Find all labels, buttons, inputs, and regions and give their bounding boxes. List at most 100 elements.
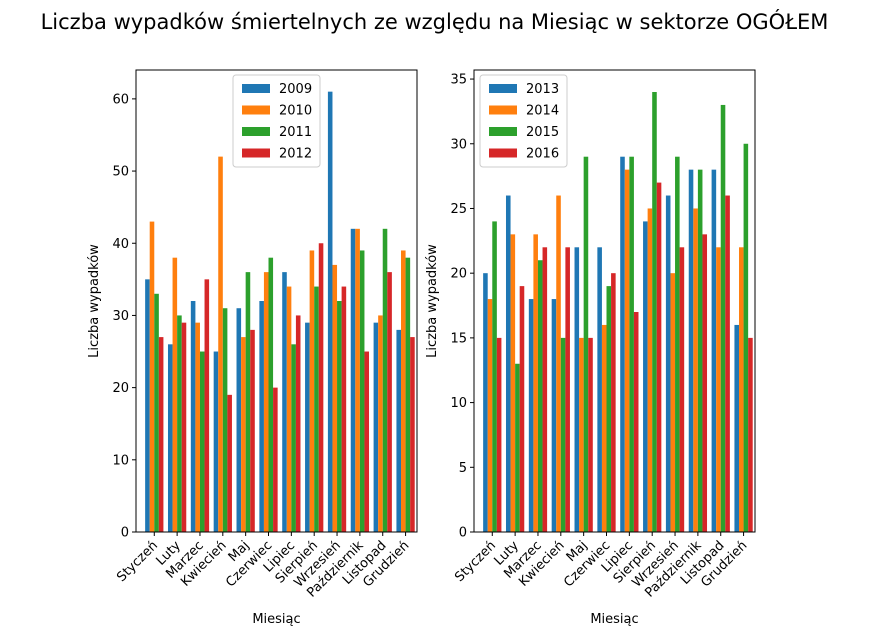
bar-2010-Lipiec: [286, 286, 292, 532]
bar-2011-Sierpień: [314, 286, 319, 532]
bar-2013-Wrzesień: [665, 195, 671, 532]
bar-2011-Marzec: [199, 351, 205, 532]
bar-2013-Lipiec: [620, 156, 625, 533]
bar-2016-Marzec: [542, 247, 548, 532]
bar-2011-Kwiecień: [222, 308, 228, 532]
chart-1: 0102030405060StyczeńLutyMarzecKwiecieńMa…: [87, 69, 418, 627]
y-tick-label: 35: [450, 73, 467, 88]
legend-box: [479, 74, 568, 168]
y-tick-label: 20: [112, 381, 129, 396]
bar-2011-Wrzesień: [337, 301, 342, 532]
bar-2013-Październik: [688, 169, 694, 532]
bar-2011-Listopad: [382, 228, 388, 532]
legend-label-2011: 2011: [279, 125, 312, 140]
legend-label-2016: 2016: [526, 147, 559, 162]
bar-2013-Styczeń: [483, 273, 488, 532]
bar-2010-Czerwiec: [263, 272, 269, 532]
bar-2016-Wrzesień: [679, 247, 685, 532]
bar-2014-Lipiec: [624, 169, 630, 532]
bar-2014-Styczeń: [487, 299, 493, 532]
y-tick-label: 5: [459, 461, 467, 476]
bar-2012-Listopad: [387, 272, 392, 532]
bar-2014-Czerwiec: [601, 324, 607, 532]
legend: 2009 2010 2011 2012: [232, 74, 321, 168]
bar-2015-Styczeń: [492, 221, 497, 533]
bar-2015-Grudzień: [743, 143, 749, 532]
legend-label-2010: 2010: [279, 104, 312, 119]
bar-2009-Sierpień: [305, 322, 310, 532]
y-tick-label: 60: [112, 92, 129, 107]
y-tick-label: 50: [112, 165, 129, 180]
bar-2012-Październik: [364, 351, 370, 532]
bar-2011-Lipiec: [291, 344, 296, 532]
bar-2014-Maj: [579, 337, 584, 532]
bar-2010-Maj: [241, 337, 246, 532]
bar-2010-Sierpień: [309, 250, 315, 532]
y-tick-label: 0: [459, 526, 467, 541]
bar-2011-Grudzień: [405, 257, 411, 532]
y-tick-label: 30: [112, 309, 129, 324]
bar-2011-Maj: [245, 272, 251, 532]
bar-2013-Maj: [574, 247, 580, 532]
bar-2015-Lipiec: [629, 156, 634, 533]
legend-label-2015: 2015: [526, 125, 559, 140]
legend-swatch-2009: [242, 84, 270, 93]
legend-swatch-2016: [489, 148, 517, 158]
legend-swatch-2010: [242, 105, 270, 115]
bar-2012-Grudzień: [410, 337, 415, 532]
legend-swatch-2014: [489, 105, 517, 115]
bar-2010-Listopad: [378, 315, 383, 532]
y-tick-label: 10: [450, 396, 467, 411]
bar-2013-Marzec: [528, 299, 534, 532]
bar-2016-Styczeń: [496, 337, 502, 532]
bar-2014-Kwiecień: [556, 195, 561, 532]
bar-2015-Listopad: [720, 104, 726, 533]
bar-2010-Październik: [355, 228, 360, 532]
bar-2012-Maj: [250, 329, 255, 532]
y-tick-label: 25: [450, 202, 467, 217]
bar-2013-Kwiecień: [551, 299, 557, 532]
legend-swatch-2011: [242, 127, 270, 136]
bar-2009-Maj: [236, 308, 242, 532]
x-axis-label: Miesiąc: [590, 612, 638, 627]
y-tick-label: 0: [121, 526, 129, 541]
bar-2012-Styczeń: [158, 337, 164, 532]
bar-2010-Styczeń: [149, 221, 155, 532]
bar-2016-Kwiecień: [565, 247, 570, 532]
x-tick-label: Styczeń: [114, 538, 161, 585]
bar-2009-Styczeń: [145, 279, 150, 532]
bar-2009-Marzec: [190, 301, 196, 532]
bar-2015-Maj: [583, 156, 589, 533]
y-tick-label: 20: [450, 267, 467, 282]
bar-2014-Listopad: [716, 247, 721, 532]
bar-2009-Październik: [350, 228, 356, 532]
bar-2014-Marzec: [533, 234, 538, 532]
bar-2016-Sierpień: [656, 182, 662, 532]
bar-2011-Luty: [177, 315, 182, 532]
legend-swatch-2015: [489, 127, 517, 136]
bar-2013-Listopad: [711, 169, 717, 532]
bar-2014-Październik: [693, 208, 698, 532]
y-tick-label: 30: [450, 137, 467, 152]
bar-2014-Grudzień: [739, 247, 744, 532]
bar-2014-Wrzesień: [670, 273, 676, 532]
x-tick-label: Styczeń: [452, 538, 499, 585]
bar-2011-Październik: [359, 250, 365, 532]
y-axis-label: Liczba wypadków: [425, 244, 440, 358]
bar-2013-Czerwiec: [597, 247, 602, 532]
bar-2016-Październik: [702, 234, 708, 532]
bar-2015-Sierpień: [652, 92, 657, 532]
bar-2012-Sierpień: [318, 243, 324, 532]
bar-2012-Luty: [181, 322, 187, 532]
chart-2: 05101520253035StyczeńLutyMarzecKwiecieńM…: [425, 69, 756, 627]
bar-2015-Kwiecień: [560, 337, 566, 532]
legend-label-2013: 2013: [526, 82, 559, 97]
axes-frame: [473, 69, 756, 533]
bar-2016-Lipiec: [633, 312, 639, 532]
bar-2015-Marzec: [537, 260, 543, 532]
bar-2011-Czerwiec: [268, 257, 274, 532]
figure-title: Liczba wypadków śmiertelnych ze względu …: [40, 10, 829, 34]
bar-2011-Styczeń: [154, 293, 159, 532]
